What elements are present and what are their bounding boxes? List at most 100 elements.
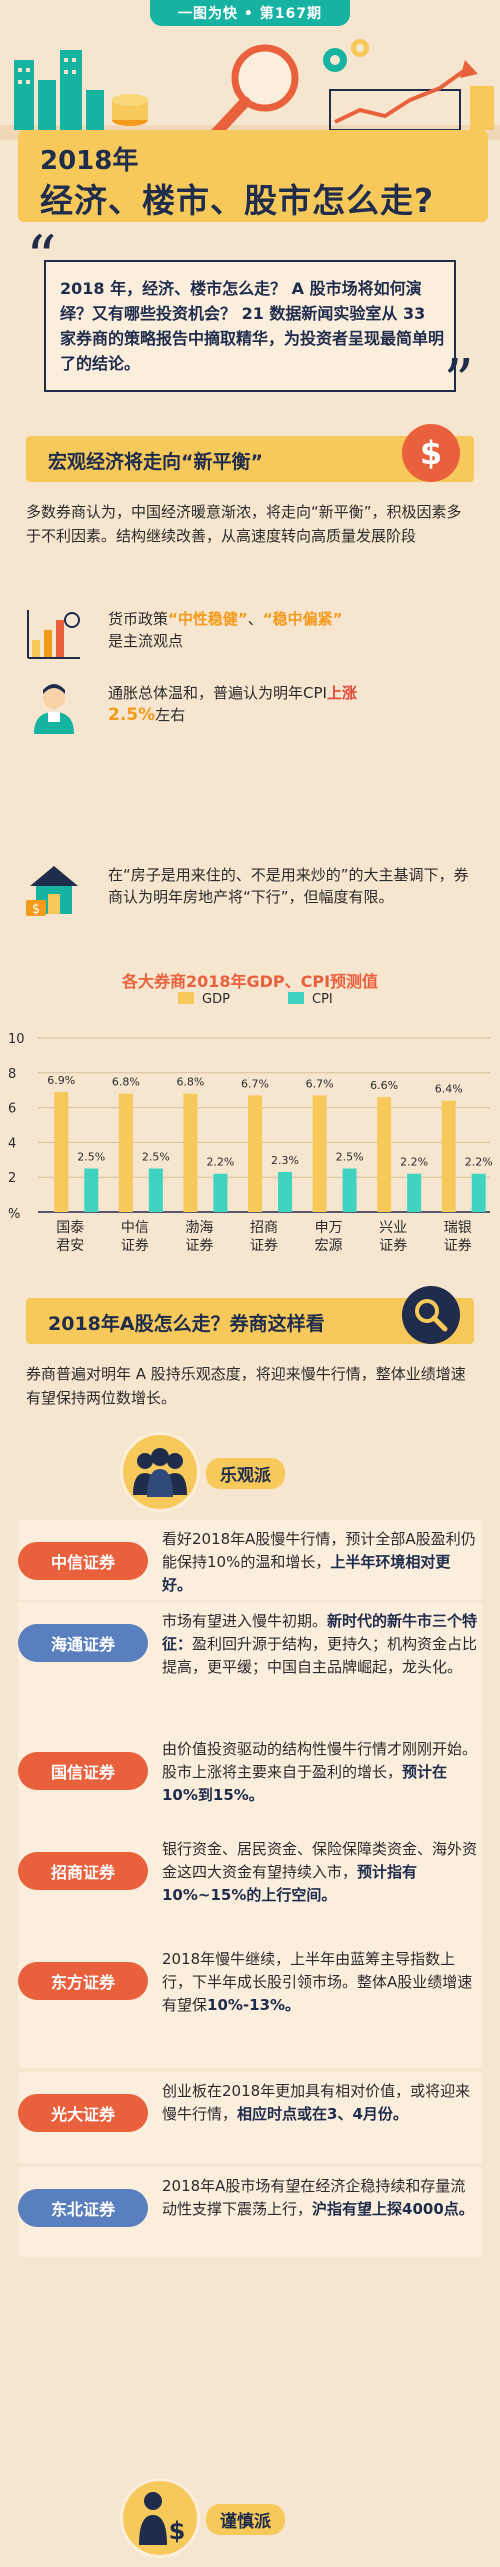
broker-view-text: 银行资金、居民资金、保险保障类资金、海外资金这四大资金有望持续入市，预计指有10… <box>162 1838 480 1907</box>
broker-row: 海通证券 市场有望进入慢牛初期。新时代的新牛市三个特征：盈利回升源于结构，更持久；… <box>18 1602 482 1732</box>
broker-view-emphasis: 预计在10%到15%。 <box>162 1763 448 1804</box>
x-category-label: 宏源 <box>315 1238 343 1254</box>
broker-view-tail: 盈利回升源于结构，更持久；机构资金占比提高，更平缓；中国自主品牌崛起，龙头化。 <box>162 1635 478 1676</box>
broker-name-tag: 国信证券 <box>18 1752 148 1790</box>
broker-row: 东北证券 2018年A股市场有望在经济企稳持续和存量流动性支撑下震荡上行，沪指有望… <box>18 2167 482 2257</box>
title-block: 2018年 经济、楼市、股市怎么走? <box>18 130 488 222</box>
issue-label: 一图为快 • 第167期 <box>150 0 350 26</box>
gdp-bar <box>118 1093 133 1212</box>
outlook-banner-label: 2018年A股怎么走？券商这样看 <box>48 1313 325 1335</box>
macro-point-cpi: 通胀总体温和，普遍认为明年CPI上涨 2.5%左右 <box>26 680 476 740</box>
outlook-paragraph: 券商普遍对明年 A 股持乐观态度，将迎来慢牛行情，整体业绩增速有望保持两位数增长… <box>26 1365 466 1407</box>
broker-view-text: 创业板在2018年更加具有相对价值，或将迎来慢牛行情，相应时点或在3、4月份。 <box>162 2080 480 2126</box>
bar-value-label: 6.8% <box>176 1076 204 1089</box>
intro-text: 2018 年，经济、楼市怎么走？ A 股市场将如何演绎？又有哪些投资机会？ 21… <box>60 279 445 373</box>
gear-icon <box>323 48 347 72</box>
point-text-mid: 、 <box>247 610 263 628</box>
title-year: 2018年 <box>40 146 139 176</box>
bar-value-label: 6.6% <box>370 1079 398 1092</box>
gdp-bar <box>248 1095 262 1212</box>
bar-value-label: 6.4% <box>435 1083 463 1096</box>
macro-banner-label: 宏观经济将走向“新平衡” <box>48 451 263 473</box>
gdp-bar <box>441 1100 456 1212</box>
gdp-bar <box>377 1097 392 1212</box>
bar-value-label: 2.5% <box>142 1151 170 1164</box>
bar-value-label: 2.2% <box>465 1156 493 1169</box>
optimist-camp: 乐观派 <box>120 1432 380 1512</box>
broker-row-background <box>18 1602 482 1732</box>
cautious-camp: $ 谨慎派 <box>120 2478 380 2558</box>
bar-value-label: 6.9% <box>47 1074 75 1087</box>
broker-view-plain: 2018年慢牛继续，上半年由蓝筹主导指数上行，下半年成长股引领市场。整体A股业绩… <box>162 1950 473 2014</box>
cpi-bar <box>471 1173 486 1212</box>
legend-label: CPI <box>312 992 333 1007</box>
macro-point-text: 在“房子是用来住的、不是用来炒的”的大主基调下，券商认为明年房地产将“下行”，但… <box>108 866 469 906</box>
broker-name-tag: 光大证券 <box>18 2094 148 2132</box>
group-icon <box>120 1432 200 1512</box>
broker-view-plain: 市场有望进入慢牛初期。 <box>162 1612 328 1630</box>
macro-point-monetary: 货币政策“中性稳健”、“稳中偏紧” 是主流观点 <box>26 606 476 666</box>
dollar-icon: $ <box>402 424 460 482</box>
legend-swatch <box>178 992 194 1004</box>
broker-row: 国信证券 由价值投资驱动的结构性慢牛行情才刚刚开始。股市上涨将主要来自于盈利的增长… <box>18 1730 482 1832</box>
broker-row: 光大证券 创业板在2018年更加具有相对价值，或将迎来慢牛行情，相应时点或在3、4… <box>18 2072 482 2164</box>
bar-value-label: 2.2% <box>206 1156 234 1169</box>
growth-line-icon <box>329 60 478 131</box>
x-category-label: 兴业 <box>379 1220 407 1236</box>
point-text-post: 左右 <box>155 706 186 724</box>
broker-name-tag: 中信证券 <box>18 1542 148 1580</box>
x-category-label: 中信 <box>121 1220 149 1236</box>
bar-value-label: 2.2% <box>400 1156 428 1169</box>
broker-view-text: 2018年A股市场有望在经济企稳持续和存量流动性支撑下震荡上行，沪指有望上探40… <box>162 2175 480 2221</box>
person-icon <box>34 684 74 734</box>
broker-view-text: 市场有望进入慢牛初期。新时代的新牛市三个特征：盈利回升源于结构，更持久；机构资金… <box>162 1610 480 1679</box>
y-tick-label: 4 <box>8 1136 16 1151</box>
x-category-label: 国泰 <box>56 1220 84 1236</box>
x-category-label: 证券 <box>185 1238 213 1254</box>
outlook-banner: 2018年A股怎么走？券商这样看 <box>26 1286 474 1344</box>
svg-text:$: $ <box>169 2517 186 2545</box>
cpi-highlight-2: 2.5% <box>108 705 156 725</box>
chart-title: 各大券商2018年GDP、CPI预测值 <box>121 972 379 991</box>
broker-name-tag: 海通证券 <box>18 1624 148 1662</box>
x-category-label: 渤海 <box>185 1220 213 1236</box>
x-category-label: 证券 <box>444 1238 472 1254</box>
svg-text:$: $ <box>32 902 40 917</box>
x-category-label: 证券 <box>250 1238 278 1254</box>
broker-view-text: 2018年慢牛继续，上半年由蓝筹主导指数上行，下半年成长股引领市场。整体A股业绩… <box>162 1948 480 2017</box>
magnifier-icon <box>209 44 299 140</box>
broker-name-tag: 东方证券 <box>18 1962 148 2000</box>
broker-view-emphasis: 10%-13%。 <box>207 1996 301 2014</box>
gdp-bar <box>312 1095 327 1212</box>
policy-highlight-1: “中性稳健” <box>168 610 248 628</box>
building-icon <box>14 50 104 130</box>
optimist-label: 乐观派 <box>206 1458 285 1489</box>
broker-view-emphasis: 预计指有10%~15%的上行空间。 <box>162 1863 418 1904</box>
broker-view-text: 看好2018年A股慢牛行情，预计全部A股盈利仍能保持10%的温和增长，上半年环境… <box>162 1528 480 1597</box>
intro-quote: “ 2018 年，经济、楼市怎么走？ A 股市场将如何演绎？又有哪些投资机会？ … <box>26 228 474 412</box>
cpi-bar <box>407 1173 422 1212</box>
cpi-highlight-1: 上涨 <box>326 684 357 702</box>
broker-view-emphasis: 相应时点或在3、4月份。 <box>237 2105 408 2123</box>
y-tick-label: 8 <box>8 1067 16 1082</box>
y-tick-label: 10 <box>8 1032 25 1047</box>
bar-value-label: 2.5% <box>77 1151 105 1164</box>
forecast-chart: 各大券商2018年GDP、CPI预测值 GDP CPI 10 8 6 4 2% 6.9% 2.5… <box>0 962 500 1282</box>
legend-swatch <box>288 992 304 1004</box>
x-category-label: 君安 <box>56 1238 84 1254</box>
policy-highlight-2: “稳中偏紧” <box>262 610 343 628</box>
cpi-bar <box>148 1168 163 1212</box>
cpi-bar <box>84 1168 99 1212</box>
cpi-bar <box>213 1173 228 1212</box>
hero: 一图为快 • 第167期 <box>0 0 500 228</box>
broker-row-background <box>18 1940 482 2068</box>
broker-view-plain: 由价值投资驱动的结构性慢牛行情才刚刚开始。股市上涨将主要来自于盈利的增长， <box>162 1740 478 1781</box>
macro-banner: 宏观经济将走向“新平衡” $ <box>26 424 474 482</box>
broker-view-plain: 2018年A股市场有望在经济企稳持续和存量流动性支撑下震荡上行， <box>162 2177 466 2218</box>
gear-icon <box>351 39 369 57</box>
broker-view-text: 由价值投资驱动的结构性慢牛行情才刚刚开始。股市上涨将主要来自于盈利的增长，预计在… <box>162 1738 480 1807</box>
broker-row: 东方证券 2018年慢牛继续，上半年由蓝筹主导指数上行，下半年成长股引领市场。整体… <box>18 1940 482 2068</box>
page-title: 经济、楼市、股市怎么走? <box>40 181 435 220</box>
gdp-bar <box>54 1091 69 1212</box>
